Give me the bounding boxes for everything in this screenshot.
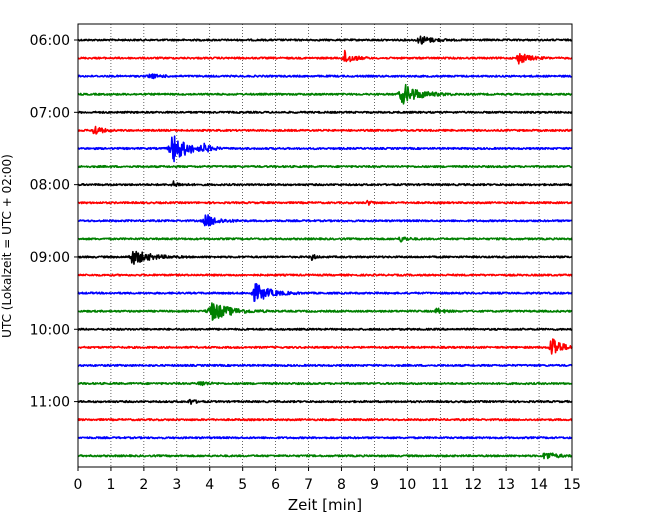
- y-tick-label: 10:00: [30, 322, 70, 338]
- trace-1130: [77, 436, 573, 440]
- trace-0700: [77, 110, 573, 114]
- trace-1015: [77, 338, 573, 355]
- x-tick-label: 12: [464, 477, 482, 493]
- x-tick-label: 1: [106, 477, 115, 493]
- y-tick-label: 06:00: [30, 33, 70, 49]
- trace-1030: [77, 363, 573, 368]
- x-axis-ticks: 0 1 2 3 4 5 6 7 8 9 10 11 12 13 14 15: [74, 467, 581, 493]
- trace-0815: [77, 199, 573, 206]
- x-tick-label: 13: [497, 477, 515, 493]
- y-tick-label: 08:00: [30, 178, 70, 194]
- trace-0645: [77, 83, 573, 105]
- trace-1115: [77, 418, 573, 422]
- trace-0715: [77, 125, 573, 135]
- trace-0730: [77, 135, 573, 163]
- y-tick-label: 07:00: [30, 105, 70, 121]
- seismic-traces: [77, 35, 573, 460]
- x-tick-label: 0: [74, 477, 83, 493]
- y-axis-label: UTC (Lokalzeit = UTC + 02:00): [0, 154, 14, 338]
- trace-0845: [77, 236, 573, 243]
- x-tick-label: 4: [205, 477, 214, 493]
- x-tick-label: 2: [139, 477, 148, 493]
- trace-0930: [77, 283, 573, 302]
- trace-1100: [77, 398, 573, 405]
- trace-0600: [77, 35, 573, 45]
- x-tick-label: 10: [398, 477, 416, 493]
- plot-frame: [77, 23, 573, 468]
- x-tick-label: 3: [172, 477, 181, 493]
- trace-0830: [77, 214, 573, 227]
- x-tick-label: 6: [271, 477, 280, 493]
- trace-0615: [77, 49, 573, 65]
- x-axis-label: Zeit [min]: [288, 496, 362, 514]
- x-tick-label: 15: [563, 477, 581, 493]
- trace-0915: [77, 273, 573, 277]
- trace-1000: [77, 327, 573, 331]
- trace-0630: [77, 73, 573, 80]
- y-tick-label: 09:00: [30, 250, 70, 266]
- trace-1145: [77, 452, 573, 460]
- x-tick-label: 9: [370, 477, 379, 493]
- y-tick-label: 11:00: [30, 395, 70, 411]
- x-tick-label: 14: [530, 477, 548, 493]
- trace-0800: [77, 180, 573, 187]
- x-tick-label: 11: [431, 477, 449, 493]
- trace-0745: [77, 164, 573, 169]
- x-tick-label: 8: [337, 477, 346, 493]
- trace-0945: [77, 302, 573, 321]
- x-tick-label: 7: [304, 477, 313, 493]
- x-tick-label: 5: [238, 477, 247, 493]
- y-axis-ticks: 06:00 07:00 08:00 09:00 10:00 11:00: [30, 33, 78, 411]
- trace-0900: [77, 250, 573, 265]
- trace-1045: [77, 380, 573, 387]
